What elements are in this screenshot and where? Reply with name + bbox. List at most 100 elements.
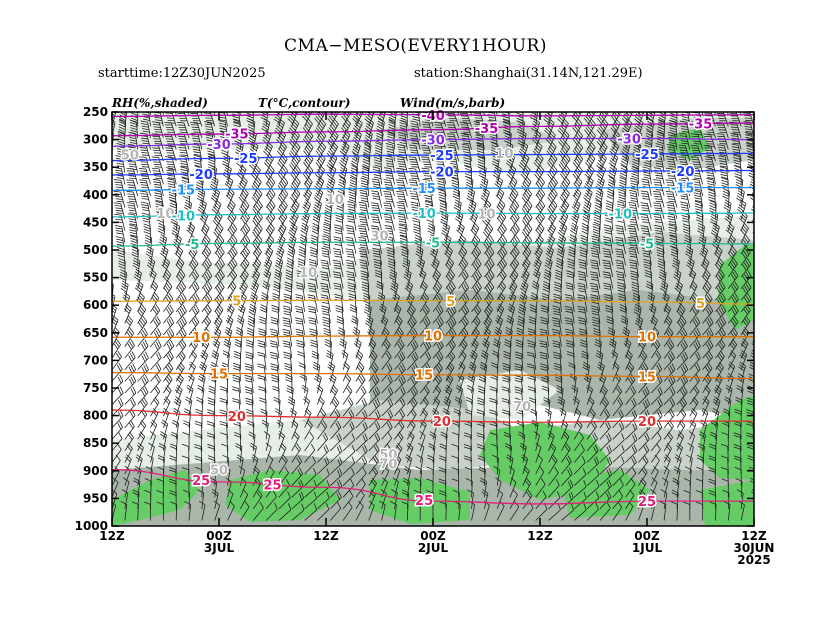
wind-barb: [504, 338, 512, 359]
wind-barb: [240, 477, 247, 498]
wind-barb: [224, 175, 234, 197]
wind-barb: [355, 385, 367, 405]
wind-barb: [207, 409, 216, 428]
wind-barb: [219, 420, 228, 440]
wind-barb: [307, 282, 318, 301]
rh-contour-label: 50: [210, 464, 228, 479]
wind-barb: [291, 431, 300, 452]
wind-barb: [578, 259, 588, 278]
wind-barb: [358, 248, 370, 266]
wind-barb: [359, 259, 370, 278]
wind-barb: [481, 199, 492, 220]
wind-barb: [427, 222, 436, 243]
wind-barb: [578, 317, 588, 336]
wind-barb: [401, 501, 409, 521]
wind-barb: [247, 315, 256, 336]
wind-barb: [612, 490, 624, 510]
wind-barb: [139, 190, 151, 208]
wind-barb: [271, 374, 280, 393]
wind-barb: [602, 271, 614, 289]
wind-barb: [326, 164, 337, 185]
wind-barb: [245, 397, 254, 417]
wind-barb: [535, 478, 546, 498]
wind-barb: [432, 396, 441, 417]
rh-contour-label: 70: [379, 458, 397, 473]
x-tick-label: 12Z: [527, 529, 553, 543]
wind-barb: [264, 245, 274, 266]
wind-barb: [612, 478, 624, 498]
wind-barb: [589, 282, 601, 301]
wind-barb: [186, 384, 194, 405]
wind-barb: [380, 315, 389, 336]
wind-barb: [295, 282, 305, 301]
y-tick-label: 250: [83, 105, 108, 119]
wind-barb: [348, 188, 357, 208]
wind-barb: [206, 432, 216, 451]
wind-barb: [312, 210, 321, 231]
wind-barb: [291, 467, 303, 486]
wind-barb: [339, 141, 350, 162]
wind-barb: [240, 246, 250, 266]
wind-barb: [484, 269, 495, 289]
wind-barb: [188, 257, 199, 278]
wind-barb: [371, 190, 383, 208]
wind-barb: [489, 409, 498, 428]
wind-barb: [432, 316, 444, 336]
wind-barb: [548, 479, 560, 498]
y-tick-label: 650: [83, 326, 108, 340]
wind-barb: [368, 362, 379, 382]
wind-barb: [124, 327, 135, 347]
wind-barb: [539, 340, 549, 359]
wind-barb: [381, 386, 394, 405]
wind-barb: [112, 350, 122, 371]
wind-barb: [612, 444, 625, 463]
wind-barb: [176, 122, 190, 139]
wind-barb: [552, 305, 562, 324]
wind-barb: [414, 478, 422, 498]
wind-barb: [580, 234, 588, 254]
wind-barb: [451, 455, 460, 475]
wind-barb: [432, 339, 444, 359]
wind-barb: [433, 133, 447, 150]
wind-barb: [132, 257, 141, 278]
wind-barb: [232, 397, 241, 417]
wind-barb: [308, 270, 318, 289]
wind-barb: [260, 304, 268, 324]
wind-barb: [407, 386, 419, 405]
wind-barb: [355, 478, 366, 498]
wind-barb: [269, 340, 280, 359]
wind-barb: [394, 420, 405, 440]
wind-barb: [571, 199, 581, 220]
wind-barb: [171, 222, 181, 243]
wind-barb: [753, 311, 754, 312]
wind-barb: [150, 304, 161, 324]
wind-barb: [493, 466, 501, 486]
wind-barb: [304, 456, 316, 475]
wind-barb: [592, 223, 601, 243]
wind-barb: [236, 315, 245, 336]
rh-contour-label: 10: [299, 266, 317, 281]
wind-barb: [559, 407, 567, 428]
wind-barb: [480, 349, 489, 370]
wind-barb: [113, 202, 126, 220]
wind-barb: [155, 200, 164, 220]
wind-barb: [394, 454, 402, 475]
wind-barb: [554, 281, 562, 301]
wind-barb: [489, 397, 498, 417]
wind-barb: [453, 199, 462, 220]
wind-barb: [112, 362, 123, 382]
wind-barb: [520, 268, 530, 289]
wind-barb: [175, 304, 187, 324]
wind-barb: [265, 199, 276, 220]
wind-barb: [430, 419, 438, 440]
wind-barb: [194, 455, 203, 475]
wind-barb: [625, 409, 638, 429]
wind-barb: [445, 350, 456, 371]
wind-barb: [240, 257, 250, 278]
wind-barb: [282, 328, 293, 347]
wind-barb: [458, 269, 469, 289]
wind-barb: [330, 444, 343, 463]
wind-barb: [200, 349, 209, 370]
wind-barb: [471, 338, 479, 359]
wind-barb: [278, 478, 290, 498]
